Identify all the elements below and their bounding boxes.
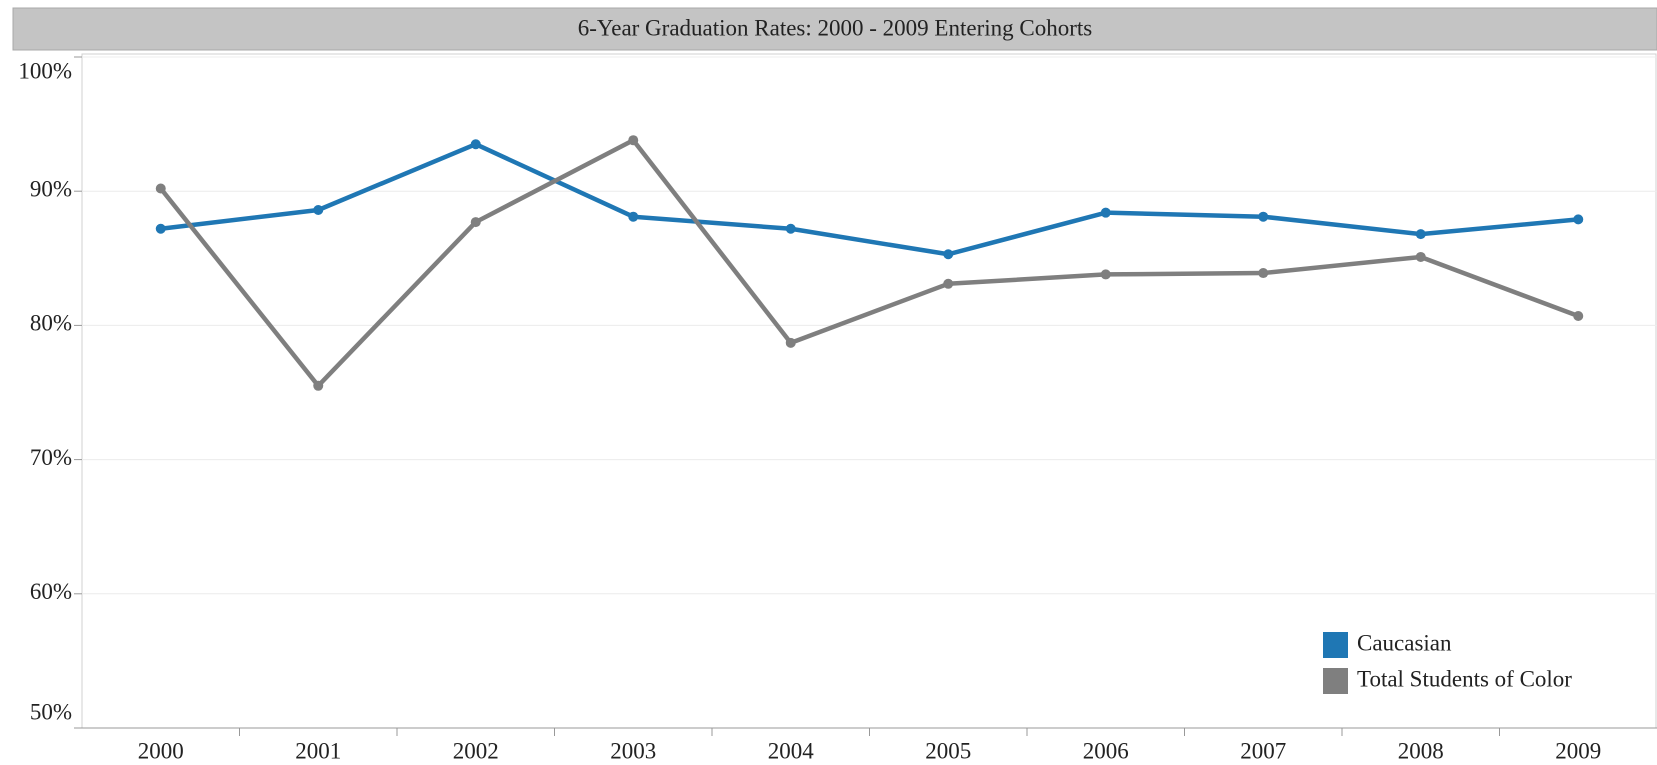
y-tick-label: 100% <box>18 58 72 83</box>
data-point <box>1573 311 1584 322</box>
data-point <box>1573 214 1584 225</box>
data-point <box>155 183 166 194</box>
data-point <box>628 211 639 222</box>
data-point <box>470 217 481 228</box>
data-point <box>785 223 796 234</box>
plot-frame <box>81 53 1657 729</box>
x-tick-label: 2002 <box>453 738 499 763</box>
y-tick-label: 80% <box>30 311 72 336</box>
data-point <box>943 249 954 260</box>
x-tick-label: 2009 <box>1555 738 1601 763</box>
data-point <box>1100 207 1111 218</box>
x-tick-label: 2000 <box>138 738 184 763</box>
data-point <box>628 135 639 146</box>
y-tick-label: 90% <box>30 176 72 201</box>
x-tick-label: 2006 <box>1083 738 1129 763</box>
data-point <box>313 380 324 391</box>
y-tick-label: 60% <box>30 579 72 604</box>
y-tick-label: 70% <box>30 445 72 470</box>
x-tick-label: 2007 <box>1240 738 1286 763</box>
data-point <box>1415 251 1426 262</box>
x-tick-label: 2004 <box>768 738 815 763</box>
legend-swatch <box>1323 668 1348 694</box>
legend-swatch <box>1323 632 1348 658</box>
data-point <box>1258 211 1269 222</box>
x-tick-label: 2003 <box>610 738 656 763</box>
series-line <box>158 137 1580 389</box>
data-point <box>1258 268 1269 279</box>
title-bar <box>12 7 1657 51</box>
y-tick-label: 50% <box>30 699 72 724</box>
x-tick-label: 2005 <box>925 738 971 763</box>
data-point <box>943 278 954 289</box>
x-tick-label: 2001 <box>295 738 341 763</box>
data-point <box>785 337 796 348</box>
x-tick-label: 2008 <box>1398 738 1444 763</box>
data-point <box>1415 229 1426 240</box>
data-point <box>155 223 166 234</box>
legend-label: Caucasian <box>1357 630 1452 655</box>
data-point <box>1100 269 1111 280</box>
data-point <box>470 139 481 150</box>
legend-label: Total Students of Color <box>1357 666 1572 691</box>
data-point <box>313 204 324 215</box>
series-line <box>160 141 1579 257</box>
chart-title: 6-Year Graduation Rates: 2000 - 2009 Ent… <box>578 15 1092 40</box>
